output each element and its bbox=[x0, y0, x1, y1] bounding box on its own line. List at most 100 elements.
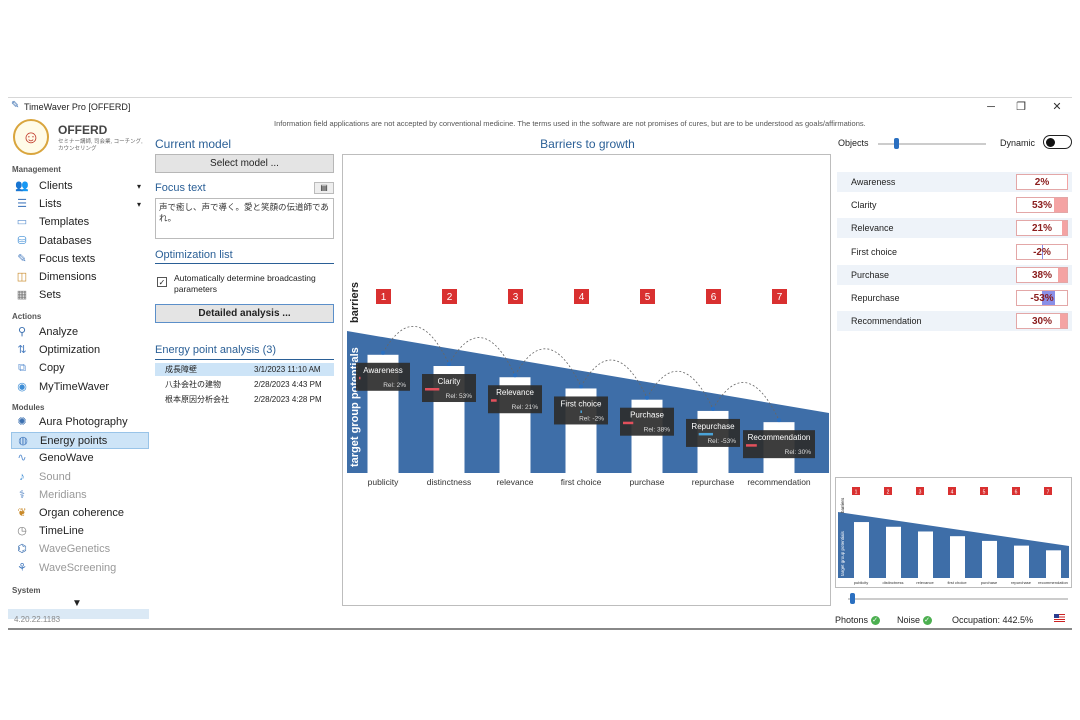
sidebar-item-focus-texts[interactable]: ✎ Focus texts bbox=[11, 251, 149, 268]
profile-avatar[interactable]: ☺ bbox=[13, 119, 49, 155]
barrier-dot bbox=[711, 406, 715, 411]
chart-thumbnail[interactable]: 1 publicity 2 distinctness 3 relevance 4 first … bbox=[835, 477, 1072, 588]
energy-point-date: 3/1/2023 11:10 AM bbox=[254, 365, 321, 374]
modules-heading: Modules bbox=[12, 403, 45, 412]
objects-slider-thumb[interactable] bbox=[894, 138, 900, 149]
kpi-row: Recommendation 30% bbox=[837, 311, 1072, 332]
barrier-card[interactable] bbox=[356, 362, 410, 391]
barrier-arc bbox=[448, 337, 516, 376]
barrier-card-bar bbox=[491, 399, 497, 402]
energy-point-row[interactable]: 根本原因分析会社 2/28/2023 4:28 PM bbox=[155, 393, 334, 406]
sidebar-item-organ-coherence[interactable]: ❦ Organ coherence bbox=[11, 505, 149, 522]
sidebar-item-meridians[interactable]: ⚕ Meridians bbox=[11, 487, 149, 504]
sidebar-item-analyze[interactable]: ⚲ Analyze bbox=[11, 324, 149, 341]
kpi-value: -53% bbox=[1030, 293, 1054, 304]
thumbnail-number: 2 bbox=[887, 490, 890, 496]
expand-caret-icon[interactable]: ▾ bbox=[137, 182, 142, 191]
barrier-number-box bbox=[376, 289, 391, 304]
thumbnail-bar bbox=[950, 536, 965, 578]
sidebar-item-focus-texts-label: Focus texts bbox=[39, 252, 96, 265]
app-icon: ✎ bbox=[11, 100, 20, 111]
sidebar-item-wavescreening[interactable]: ⚘ WaveScreening bbox=[11, 560, 149, 577]
close-button[interactable]: ✕ bbox=[1052, 101, 1062, 113]
barrier-dot bbox=[645, 395, 649, 400]
timeline-icon: ◷ bbox=[17, 525, 27, 538]
kpi-row: Repurchase -53% bbox=[837, 288, 1072, 308]
expand-caret-icon[interactable]: ▾ bbox=[137, 200, 142, 210]
kpi-row: Relevance 21% bbox=[837, 218, 1072, 239]
kpi-row: First choice -2% bbox=[837, 242, 1072, 262]
sidebar-item-aura-photography[interactable]: ✺ Aura Photography bbox=[11, 414, 149, 431]
sidebar-item-wavegenetics[interactable]: ⌬ WaveGenetics bbox=[11, 541, 149, 558]
system-expand-icon[interactable]: ▼ bbox=[72, 598, 82, 609]
barriers-chart-panel: Barriers to growth barriers target group … bbox=[342, 137, 831, 606]
sidebar-item-clients[interactable]: 👥 Clients ▾ bbox=[11, 178, 149, 195]
barrier-number-box bbox=[640, 289, 655, 304]
meridians-icon: ⚕ bbox=[19, 488, 25, 501]
sidebar-item-genowave[interactable]: ∿ GenoWave bbox=[11, 450, 149, 467]
kpi-value: 53% bbox=[1031, 200, 1052, 212]
thumbnail-slider-thumb[interactable] bbox=[850, 593, 855, 604]
detailed-analysis-button[interactable]: Detailed analysis ... bbox=[155, 304, 334, 323]
optimization-list-title: Optimization list bbox=[155, 249, 233, 261]
barrier-card-bar bbox=[580, 410, 582, 413]
noise-label: Noise bbox=[897, 615, 921, 625]
energy-point-row[interactable]: 成長障壁 3/1/2023 11:10 AM bbox=[155, 363, 334, 376]
sidebar-item-copy[interactable]: ⧉ Copy bbox=[11, 360, 149, 377]
sidebar-item-energy-points[interactable]: ◍ Energy points bbox=[11, 432, 149, 450]
chart-thumbnail-svg: 1 publicity 2 distinctness 3 relevance 4 first … bbox=[838, 487, 1069, 585]
sidebar-item-dimensions[interactable]: ◫ Dimensions bbox=[11, 269, 149, 286]
auto-broadcast-checkbox[interactable]: ✓ bbox=[157, 277, 167, 287]
kpi-bar bbox=[1053, 198, 1067, 213]
thumbnail-number: 4 bbox=[951, 490, 954, 496]
kpi-value-box: 2% bbox=[1016, 174, 1068, 190]
title-bar: ✎ TimeWaver Pro [OFFERD] ─ ❐ ✕ bbox=[8, 98, 1072, 116]
barrier-card-rel: Rel: 38% bbox=[644, 427, 671, 434]
barrier-number-box bbox=[772, 289, 787, 304]
kpi-row: Purchase 38% bbox=[837, 264, 1072, 285]
noise-status[interactable]: Noise ✓ bbox=[897, 615, 932, 626]
profile-name: OFFERD bbox=[58, 123, 108, 137]
thumbnail-number-box bbox=[1012, 487, 1020, 495]
barrier-number-box bbox=[706, 289, 721, 304]
sidebar-item-timeline-label: TimeLine bbox=[39, 525, 84, 538]
sidebar-item-templates[interactable]: ▭ Templates bbox=[11, 214, 149, 231]
barrier-card[interactable] bbox=[488, 385, 542, 414]
objects-slider-track[interactable] bbox=[878, 143, 986, 145]
thumbnail-category-label: relevance bbox=[916, 580, 934, 585]
language-flag-icon[interactable] bbox=[1054, 614, 1065, 622]
sidebar-item-sets[interactable]: ▦ Sets bbox=[11, 287, 149, 304]
sidebar-item-databases[interactable]: ⛁ Databases bbox=[11, 233, 149, 250]
kpi-bar bbox=[1059, 314, 1067, 329]
energy-point-row[interactable]: 八卦会社の建物 2/28/2023 4:43 PM bbox=[155, 378, 334, 391]
sidebar-item-meridians-label: Meridians bbox=[39, 488, 87, 501]
dynamic-toggle[interactable] bbox=[1043, 135, 1072, 149]
select-model-button[interactable]: Select model ... bbox=[155, 154, 334, 173]
energy-point-name: 八卦会社の建物 bbox=[165, 380, 221, 389]
sidebar-item-timeline[interactable]: ◷ TimeLine bbox=[11, 523, 149, 540]
thumbnail-slider-track[interactable] bbox=[848, 598, 1068, 600]
auto-broadcast-label: Automatically determine broadcasting par… bbox=[174, 273, 316, 294]
focus-text-title: Focus text bbox=[155, 182, 206, 194]
photons-status[interactable]: Photons ✓ bbox=[835, 615, 880, 626]
sidebar-item-sound[interactable]: ♪ Sound bbox=[11, 469, 149, 486]
actions-heading: Actions bbox=[12, 312, 42, 321]
barrier-dot bbox=[579, 384, 583, 389]
sidebar-item-organ-coherence-label: Organ coherence bbox=[39, 507, 124, 519]
thumbnail-number: 3 bbox=[919, 490, 922, 496]
category-label: relevance bbox=[497, 477, 534, 487]
focus-text-edit-icon[interactable]: ▤ bbox=[314, 182, 334, 194]
energy-point-date: 2/28/2023 4:28 PM bbox=[254, 395, 322, 404]
sidebar-item-optimization[interactable]: ⇅ Optimization bbox=[11, 342, 149, 359]
sidebar-item-sound-label: Sound bbox=[39, 470, 71, 483]
barrier-number: 3 bbox=[513, 292, 519, 303]
photons-label: Photons bbox=[835, 615, 869, 625]
maximize-button[interactable]: ❐ bbox=[1016, 101, 1026, 113]
sidebar-item-mytimewaver[interactable]: ◉ MyTimeWaver bbox=[11, 379, 149, 396]
focus-text-field[interactable]: 声で癒し、声で導く。愛と笑顔の伝道師であれ。 bbox=[155, 198, 334, 239]
energy-point-name: 根本原因分析会社 bbox=[165, 395, 229, 404]
system-section-band bbox=[8, 609, 149, 619]
minimize-button[interactable]: ─ bbox=[987, 101, 995, 113]
kpi-value-box: 53% bbox=[1016, 197, 1068, 214]
sidebar-item-lists[interactable]: ☰ Lists ▾ bbox=[11, 196, 149, 213]
